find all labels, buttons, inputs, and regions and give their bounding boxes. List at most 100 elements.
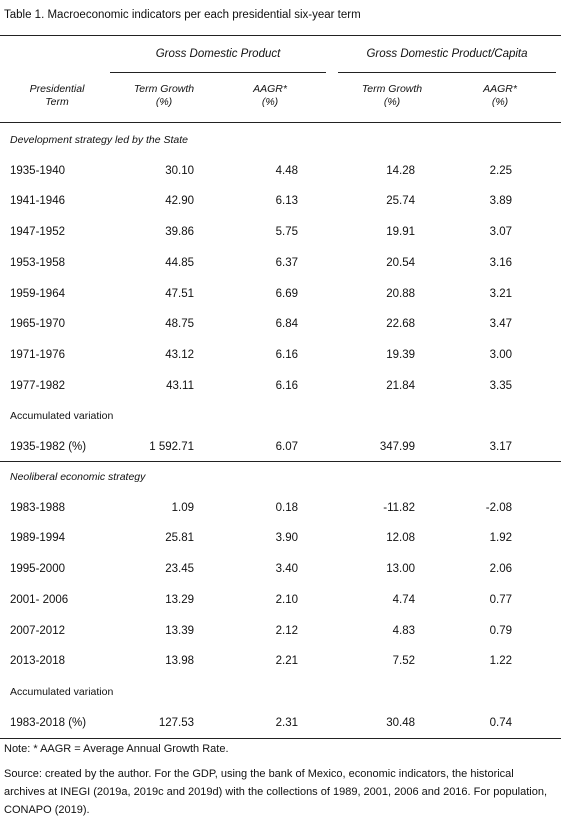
cell: 6.69 [275, 287, 298, 300]
row-label: 1947-1952 [10, 226, 65, 239]
cell: 4.74 [392, 593, 415, 606]
cell: 13.98 [165, 655, 194, 668]
cell: 3.17 [489, 441, 512, 453]
cell: 13.39 [165, 624, 194, 637]
cell: 4.48 [275, 164, 298, 177]
cell: 0.18 [275, 501, 298, 514]
cell: 14.28 [386, 164, 415, 177]
cell: 47.51 [165, 287, 194, 300]
note: Source: created by the author. For the G… [4, 768, 548, 816]
cell: 30.10 [165, 164, 194, 177]
cell: 2.10 [275, 593, 298, 606]
rule-section [0, 461, 561, 462]
cell: 23.45 [165, 563, 194, 576]
cell: 347.99 [379, 441, 415, 453]
cell: 7.52 [392, 655, 415, 668]
cell: 6.37 [275, 256, 298, 269]
cell: 20.54 [386, 256, 415, 269]
cell: 43.11 [166, 379, 194, 392]
column-header: AAGR* [253, 83, 287, 95]
section-label: Development strategy led by the State [10, 134, 189, 146]
cell: 5.75 [275, 226, 298, 239]
row-label: 1959-1964 [10, 287, 65, 300]
row-label: 1935-1982 (%) [10, 441, 87, 453]
column-header: Term [45, 96, 69, 108]
note: Note: * AAGR = Average Annual Growth Rat… [4, 743, 229, 755]
cell: 12.08 [386, 532, 415, 545]
cell: 48.75 [165, 318, 194, 331]
row-label: 1941-1946 [10, 195, 65, 208]
cell: 3.89 [489, 195, 512, 208]
cell: 2.12 [275, 624, 298, 637]
row-label: 1971-1976 [10, 348, 65, 361]
cell: 3.21 [489, 287, 512, 300]
cell: 3.16 [489, 256, 512, 269]
cell: 1.22 [489, 655, 512, 668]
column-header: (%) [491, 96, 509, 108]
cell: 25.81 [165, 532, 194, 545]
cell: 6.16 [275, 348, 298, 361]
column-header: Term Growth [361, 83, 423, 95]
cell: 3.47 [489, 318, 512, 331]
cell: -11.82 [383, 501, 415, 514]
cell: 2.21 [275, 655, 298, 668]
cell: 0.77 [489, 593, 512, 606]
group-header: Gross Domestic Product/Capita [366, 48, 528, 60]
row-label: 1989-1994 [10, 532, 65, 545]
row-label: 2007-2012 [10, 624, 65, 637]
cell: 6.84 [275, 318, 298, 331]
accumulated-label: Accumulated variation [10, 410, 114, 423]
row-label: 1983-1988 [10, 501, 65, 514]
column-header: (%) [155, 96, 173, 108]
cell: 19.91 [386, 226, 415, 239]
cell: 20.88 [386, 287, 415, 300]
cell: 3.00 [489, 348, 512, 361]
cell: 3.35 [489, 379, 512, 392]
group-underline [110, 72, 326, 73]
cell: 127.53 [158, 716, 194, 729]
row-label: 1935-1940 [10, 164, 65, 177]
cell: 13.00 [386, 563, 415, 576]
cell: -2.08 [485, 501, 512, 514]
row-label: 2013-2018 [10, 655, 65, 668]
accumulated-label: Accumulated variation [10, 685, 114, 698]
cell: 3.07 [489, 226, 512, 239]
column-header: AAGR* [483, 83, 517, 95]
cell: 6.16 [275, 379, 298, 392]
cell: 4.83 [392, 624, 415, 637]
column-header: (%) [383, 96, 401, 108]
row-label: 1983-2018 (%) [10, 716, 87, 729]
row-label: 2001- 2006 [10, 593, 69, 606]
cell: 2.06 [489, 563, 512, 576]
cell: 42.90 [165, 195, 194, 208]
cell: 1.92 [489, 532, 512, 545]
cell: 3.40 [275, 563, 298, 576]
column-header: Presidential [29, 83, 85, 95]
cell: 43.12 [165, 348, 194, 361]
cell: 22.68 [386, 318, 415, 331]
cell: 13.29 [165, 593, 194, 606]
cell: 0.79 [489, 624, 512, 637]
group-underline [338, 72, 556, 73]
cell: 6.07 [275, 441, 298, 453]
cell: 25.74 [386, 195, 415, 208]
column-header: (%) [261, 96, 279, 108]
section-label: Neoliberal economic strategy [10, 471, 146, 483]
cell: 6.13 [275, 195, 298, 208]
cell: 39.86 [165, 226, 194, 239]
cell: 2.25 [489, 164, 512, 177]
cell: 44.85 [165, 256, 194, 269]
cell: 3.90 [275, 532, 298, 545]
cell: 30.48 [386, 716, 415, 729]
rule-top [0, 35, 561, 36]
rule-header [0, 122, 561, 123]
rule-bottom [0, 738, 561, 739]
row-label: 1977-1982 [10, 379, 65, 392]
table-title: Table 1. Macroeconomic indicators per ea… [4, 9, 361, 21]
group-header: Gross Domestic Product [155, 48, 281, 60]
cell: 2.31 [275, 716, 298, 729]
cell: 1.09 [171, 501, 194, 514]
row-label: 1953-1958 [10, 256, 65, 269]
cell: 21.84 [386, 379, 415, 392]
